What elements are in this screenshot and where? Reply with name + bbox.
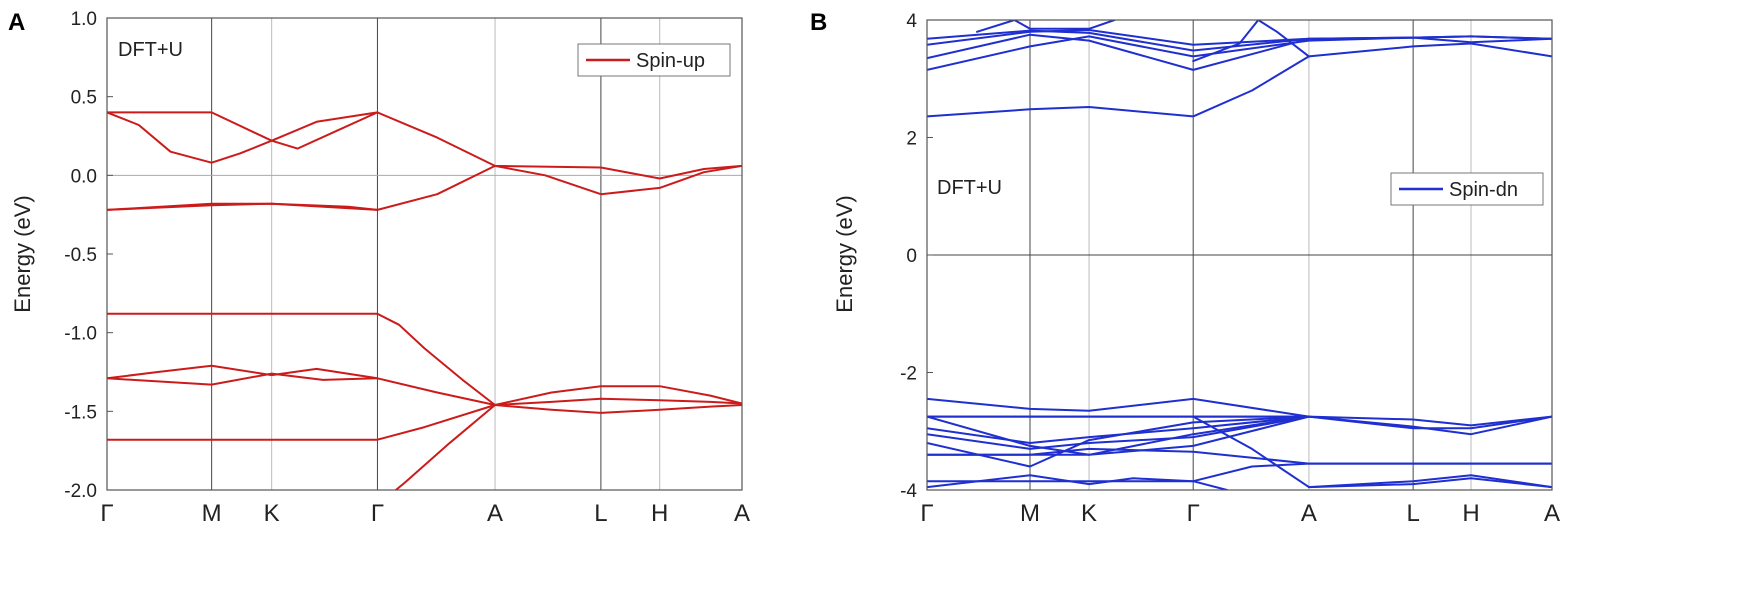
panel-b-x-tick-label-7: A [1544,500,1560,527]
panel-b-grid [927,20,1552,490]
panel-a-y-tick-label-4: -1.0 [64,324,97,345]
panel-b-letter: B [810,9,827,36]
panel-b-band-10 [927,415,1310,444]
panel-a-x-tick-label-2: K [264,500,280,527]
panel-b-y-tick-label-4: -4 [900,481,917,502]
panel-b-annotation: DFT+U [937,177,1002,199]
panel-a-legend-box [577,43,731,77]
panel-a-x-tick-label-4: A [487,500,503,527]
panel-b-legend-label: Spin-dn [1449,179,1518,201]
panel-b-band-12 [927,415,1310,468]
panel-a-band-11 [107,404,496,441]
panel-a-band-6 [107,364,379,380]
panel-b-x-tick-label-5: L [1406,500,1419,527]
panel-a-band-7 [107,372,379,386]
panel-a-chart: A Energy (eV) 1.00.50.0-0.5-1.0-1.5-2.0 … [8,9,750,527]
panel-b-band-6 [1192,20,1310,63]
panel-b-band-19 [1307,477,1552,489]
panel-b-x-tick-label-3: Γ [1187,500,1200,527]
panel-a-band-8 [376,377,742,406]
panel-b-y-tick-label-2: 0 [906,246,917,267]
panel-b-band-9 [927,415,1552,430]
panel-a-x-tick-label-0: Γ [100,500,113,527]
panel-b-band-18 [927,474,1228,490]
panel-a-x-tick-label-7: A [734,500,750,527]
panel-a-y-tick-label-6: -2.0 [64,481,97,502]
panel-b-y-tick-label-0: 4 [906,11,917,32]
panel-b-x-tick-label-2: K [1081,500,1097,527]
panel-a-band-3 [107,202,379,211]
panel-a-bands [107,111,742,490]
panel-a-band-2 [107,164,742,211]
panel-a-y-ticks: 1.0 0.5 0.0 -0.5 -1.0 -1.5 -2.0 [64,9,113,502]
panel-b-chart: B Energy (eV) 4 2 0 -2 -4 Γ M K Γ A L H A DFT+U Spi… [810,9,1560,527]
panel-a-grid [107,18,742,490]
panel-a-band-5 [376,312,496,406]
panel-a-band-9 [494,397,742,406]
panel-a-y-tick-label-5: -1.5 [64,402,97,423]
panel-b-band-7 [927,397,1552,427]
panel-b-x-tick-label-0: Γ [920,500,933,527]
panel-a-band-1 [107,111,379,164]
panel-a-plot-frame [106,17,743,491]
panel-b-y-tick-label-1: 2 [906,129,917,150]
panel-b-y-tick-label-3: -2 [900,364,917,385]
panel-b-x-tick-label-1: M [1020,500,1040,527]
panel-a-frame [106,17,743,491]
panel-a-band-12 [394,404,496,490]
panel-b-y-ticks: 4 2 0 -2 -4 [900,11,933,502]
panel-b-y-axis-label: Energy (eV) [832,195,857,312]
panel-b-x-tick-label-6: H [1462,500,1479,527]
panel-b-band-14 [927,415,1310,456]
panel-b-band-5 [976,20,1116,33]
panel-b-band-16 [927,462,1552,483]
panel-b-bands [927,20,1552,490]
panel-a-band-0 [107,111,742,180]
panel-b-band-11 [927,415,1310,450]
panel-a-x-tick-label-5: L [594,500,607,527]
panel-a-x-tick-label-3: Γ [371,500,384,527]
panel-a-y-tick-label-0: 1.0 [71,9,97,30]
panel-a-band-10 [494,404,742,414]
panel-b-band-0 [927,42,1552,118]
panel-a-annotation: DFT+U [118,39,183,61]
panel-b-band-17 [1192,415,1552,489]
panel-a-y-tick-label-2: 0.0 [71,166,97,187]
panel-b-x-tick-label-4: A [1301,500,1317,527]
panel-a-legend-label: Spin-up [636,50,705,72]
panel-a-y-tick-label-1: 0.5 [71,88,97,109]
panel-a-y-tick-label-3: -0.5 [64,245,97,266]
panel-b-band-2 [927,33,1552,71]
panel-b-legend: Spin-dn [1390,172,1544,206]
panel-a-legend: Spin-up [577,43,731,77]
panel-b-band-15 [927,447,1552,465]
panel-a-y-axis-label: Energy (eV) [10,195,35,312]
panel-a-x-tick-label-6: H [651,500,668,527]
panel-a-letter: A [8,9,25,36]
panel-a-x-tick-label-1: M [202,500,222,527]
